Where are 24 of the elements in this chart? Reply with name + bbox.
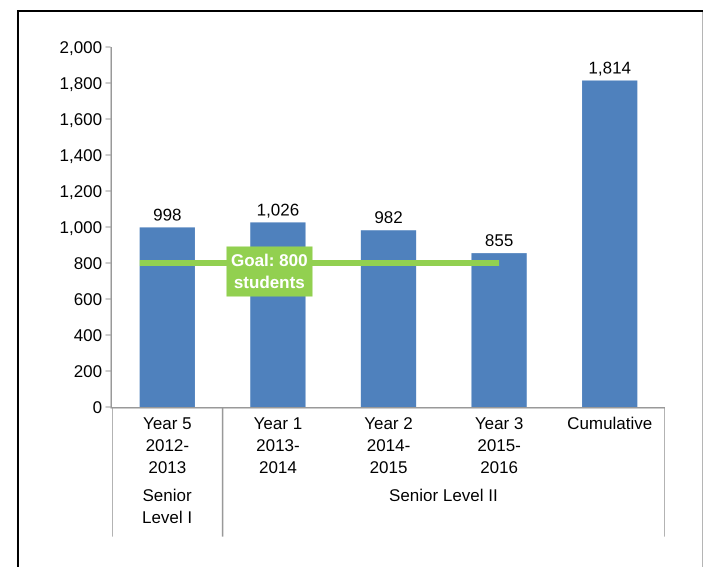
- data-label: 1,026: [256, 200, 300, 220]
- data-label: 1,814: [588, 58, 631, 78]
- y-tick-label: 0: [92, 398, 102, 417]
- data-label: 855: [484, 231, 514, 250]
- data-label: 982: [374, 208, 403, 228]
- data-label: 998: [153, 205, 182, 224]
- y-tick-label: 1,200: [60, 182, 102, 201]
- y-tick-label: 1,800: [60, 74, 102, 93]
- y-tick-label: 2,000: [60, 38, 102, 57]
- y-tick-label: 1,400: [60, 146, 102, 165]
- y-tick-label: 600: [74, 290, 102, 309]
- text: Senior Level I: [142, 486, 192, 528]
- x-tick-label: Year 2 2014- 2015: [364, 414, 413, 478]
- y-tick-label: 1,600: [60, 110, 102, 129]
- x-tick-label: Year 1 2013- 2014: [254, 414, 302, 478]
- y-tick-label: 800: [74, 254, 102, 273]
- y-tick-label: 400: [74, 326, 102, 345]
- x-tick-label: Cumulative: [567, 414, 652, 433]
- text: Senior Level II: [389, 486, 498, 505]
- y-tick-label: 1,000: [60, 218, 102, 237]
- ref-line-label: Goal: 800 students: [231, 251, 308, 292]
- x-tick-label: Year 3 2015- 2016: [474, 414, 524, 478]
- y-tick-label: 200: [74, 362, 102, 381]
- x-tick-label: Year 5 2012- 2013: [143, 414, 192, 478]
